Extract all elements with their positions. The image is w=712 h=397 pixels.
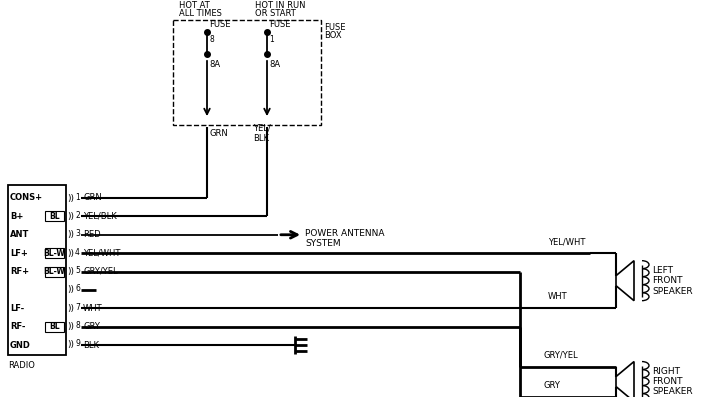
Text: )): ))	[67, 341, 74, 349]
Text: GRY: GRY	[83, 322, 100, 331]
Text: 2: 2	[75, 211, 80, 220]
Text: 6: 6	[75, 284, 80, 293]
Bar	[45, 248, 64, 258]
Bar	[45, 266, 64, 276]
Text: 1: 1	[269, 35, 273, 44]
Text: 5: 5	[75, 266, 80, 275]
Text: GRY/YEL: GRY/YEL	[83, 267, 117, 276]
Text: ALL TIMES: ALL TIMES	[179, 10, 222, 19]
Text: YEL/
BLK: YEL/ BLK	[253, 123, 271, 143]
Text: HOT IN RUN: HOT IN RUN	[255, 2, 305, 10]
Text: RADIO: RADIO	[8, 361, 35, 370]
Text: 8: 8	[209, 35, 214, 44]
Text: BOX: BOX	[324, 31, 342, 40]
Text: )): ))	[67, 267, 74, 276]
Text: BL-W: BL-W	[43, 249, 66, 258]
Text: 9: 9	[75, 339, 80, 349]
Text: BL: BL	[49, 212, 60, 221]
Text: HOT AT: HOT AT	[179, 2, 210, 10]
Text: 3: 3	[75, 229, 80, 238]
Text: FUSE: FUSE	[269, 20, 290, 29]
Polygon shape	[616, 261, 634, 301]
Text: GND: GND	[10, 341, 31, 349]
Text: )): ))	[67, 304, 74, 313]
Bar	[45, 322, 64, 331]
Text: )): ))	[67, 249, 74, 258]
Text: )): ))	[67, 230, 74, 239]
Text: CONS+: CONS+	[10, 193, 43, 202]
Text: 8A: 8A	[269, 60, 280, 69]
Text: GRY/YEL: GRY/YEL	[543, 351, 577, 360]
Text: BL: BL	[49, 322, 60, 331]
Text: 8: 8	[75, 321, 80, 330]
Text: ANT: ANT	[10, 230, 29, 239]
Text: LF-: LF-	[10, 304, 24, 313]
Text: YEL/WHT: YEL/WHT	[83, 249, 120, 258]
Text: B+: B+	[10, 212, 23, 221]
Text: YEL/WHT: YEL/WHT	[548, 237, 585, 246]
Text: 1: 1	[75, 193, 80, 202]
Text: BLK: BLK	[83, 341, 99, 349]
Bar	[8, 185, 66, 355]
Text: )): ))	[67, 212, 74, 221]
Polygon shape	[616, 362, 634, 397]
Text: RF+: RF+	[10, 267, 29, 276]
Text: RF-: RF-	[10, 322, 26, 331]
Text: FUSE: FUSE	[324, 23, 345, 33]
Bar	[45, 211, 64, 222]
Bar	[173, 20, 321, 125]
Text: LEFT
FRONT
SPEAKER: LEFT FRONT SPEAKER	[652, 266, 693, 296]
Text: WHT: WHT	[548, 292, 567, 301]
Text: GRN: GRN	[209, 129, 228, 137]
Text: )): ))	[67, 193, 74, 202]
Text: BL-W: BL-W	[43, 267, 66, 276]
Text: WHT: WHT	[83, 304, 103, 313]
Text: 4: 4	[75, 248, 80, 256]
Text: GRN: GRN	[83, 193, 102, 202]
Text: 8A: 8A	[209, 60, 220, 69]
Text: RED: RED	[83, 230, 100, 239]
Text: RIGHT
FRONT
SPEAKER: RIGHT FRONT SPEAKER	[652, 367, 693, 397]
Text: 7: 7	[75, 303, 80, 312]
Text: )): ))	[67, 285, 74, 294]
Text: POWER ANTENNA
SYSTEM: POWER ANTENNA SYSTEM	[305, 229, 384, 248]
Text: FUSE: FUSE	[209, 20, 231, 29]
Text: OR START: OR START	[255, 10, 295, 19]
Text: GRY: GRY	[543, 381, 560, 389]
Text: )): ))	[67, 322, 74, 331]
Text: YEL/BLK: YEL/BLK	[83, 212, 117, 221]
Text: LF+: LF+	[10, 249, 28, 258]
